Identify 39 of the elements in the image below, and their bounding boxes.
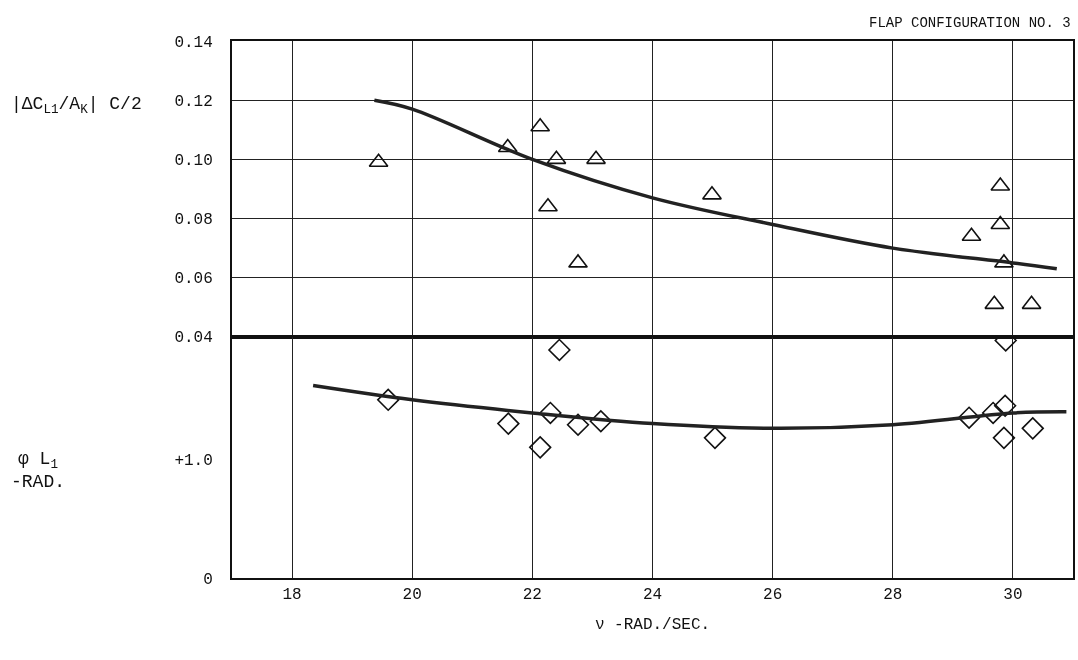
x-axis-title: ν -RAD./SEC. [594,616,711,635]
y-axis-title: |ΔC$_{L1}$/A$_{K}$| C/2 [11,94,142,117]
point [497,138,518,153]
x-tick-label: 20 [402,586,422,605]
point [548,338,571,362]
point [528,436,552,459]
point [589,410,613,433]
point [1021,295,1042,310]
x-tick-label: 28 [883,586,903,605]
point [961,227,982,242]
y-tick-label: 0 [203,570,213,589]
y-tick-label: 0.12 [174,92,213,111]
x-tick-label: 18 [282,586,302,605]
point [1021,417,1044,440]
point [497,412,520,435]
point [546,150,567,165]
y-tick-label: +1.0 [174,451,213,470]
y-axis-title: φ L$_{1}$ -RAD. [11,449,66,493]
point [957,406,981,429]
x-tick-label: 22 [522,586,542,605]
point [981,401,1005,425]
point [566,413,590,436]
y-tick-label: 0.10 [174,151,213,170]
x-tick-label: 26 [763,586,783,605]
point [368,153,389,168]
point [992,426,1016,450]
y-tick-label: 0.08 [174,211,213,230]
y-tick-label: 0.06 [174,270,213,289]
x-tick-label: 24 [642,586,663,605]
point [993,394,1017,417]
point [376,388,400,412]
y-tick-label: 0.04 [174,329,213,348]
x-tick-label: 30 [1003,586,1023,605]
y-tick-label: 0.14 [174,33,213,52]
point [539,401,562,425]
point [984,295,1005,310]
text: FLAP CONFIGURATION NO. 3 [869,15,1071,31]
point [703,426,727,450]
point [990,215,1011,230]
